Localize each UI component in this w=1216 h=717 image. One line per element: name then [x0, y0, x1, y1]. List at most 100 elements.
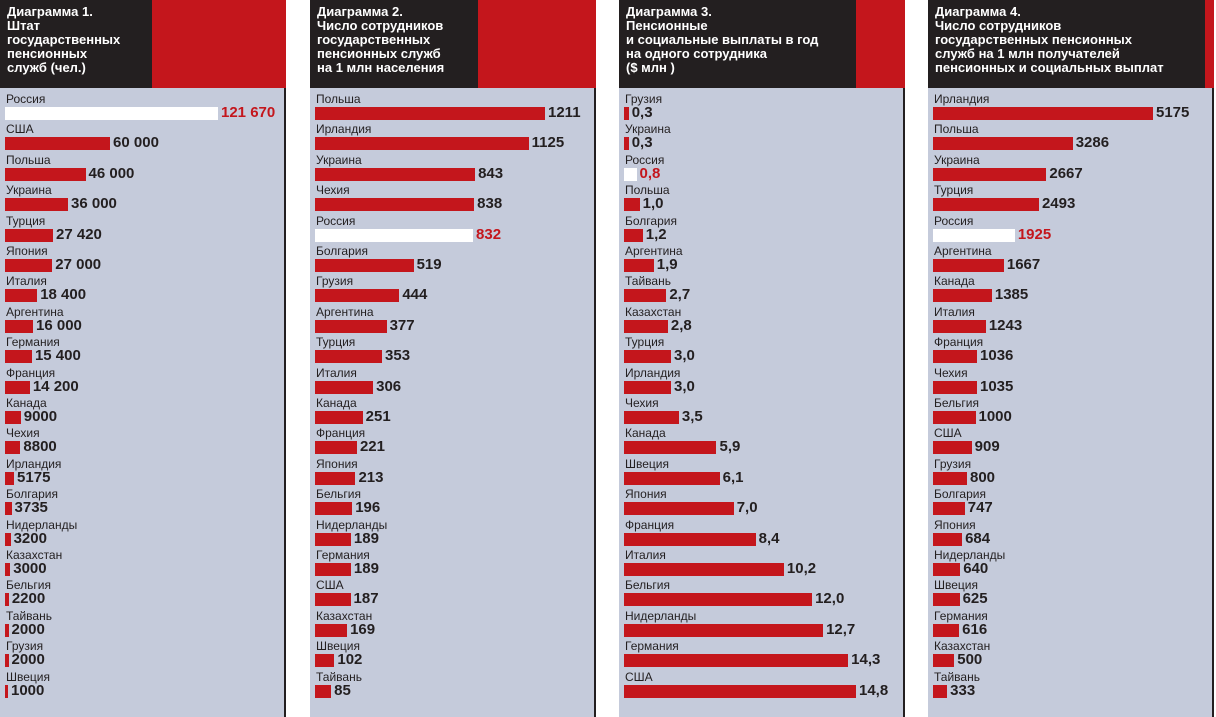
category-label: Канада	[934, 274, 975, 289]
bar-row: Италия 1243	[928, 304, 1212, 334]
bar-row: Грузия 2000	[0, 638, 284, 668]
value-label: 1000	[11, 681, 45, 699]
bar	[5, 137, 111, 151]
category-label: Польша	[6, 152, 51, 167]
bar-row: Турция 353	[310, 334, 594, 364]
value-label: 221	[359, 438, 385, 456]
bar	[315, 289, 400, 303]
bar	[5, 411, 21, 424]
bar-row: Нидерланды 12,7	[619, 608, 903, 638]
category-label: Швеция	[625, 456, 669, 471]
value-label: 251	[365, 408, 391, 425]
value-label: 625	[962, 590, 988, 608]
bar-row: Россия 832	[310, 213, 594, 243]
bar-row: Болгария 3735	[0, 486, 284, 516]
bar-row: Ирландия 5175	[0, 456, 284, 486]
bar	[624, 319, 668, 333]
value-label: 5,9	[719, 438, 741, 456]
bar-row: Япония 27 000	[0, 243, 284, 273]
value-label: 519	[416, 256, 442, 273]
bar-row: Канада 5,9	[619, 425, 903, 455]
bar-row: Франция 221	[310, 425, 594, 455]
chart-2-plot: Польша 1211 Ирландия 1125 Украина 843 Чехия 838…	[310, 88, 596, 717]
bar-row: Украина 0,3	[619, 121, 903, 151]
category-label: Швеция	[316, 639, 360, 654]
value-label: 2000	[11, 651, 45, 669]
category-label: Япония	[6, 244, 48, 258]
value-label: 121 670	[221, 104, 276, 121]
bar	[5, 471, 15, 485]
bar-row: Чехия 3,5	[619, 395, 903, 425]
bar-row: Нидерланды 640	[928, 547, 1212, 577]
bar	[624, 623, 824, 637]
bar	[933, 319, 986, 333]
chart-1-header: Диаграмма 1. Штат государственных пенсио…	[0, 0, 152, 88]
bar	[624, 137, 629, 151]
bar	[5, 502, 12, 516]
value-label: 102	[337, 651, 363, 669]
bar	[624, 471, 720, 485]
value-label: 0,8	[639, 164, 661, 182]
value-label: 2,7	[669, 286, 691, 304]
category-label: Канада	[6, 396, 47, 410]
bar	[624, 654, 849, 668]
category-label: Тайвань	[625, 274, 671, 289]
bar-row: США 60 000	[0, 121, 284, 151]
value-label: 196	[355, 499, 381, 517]
category-label: Франция	[316, 426, 366, 441]
bar	[5, 532, 11, 546]
category-label: Болгария	[6, 487, 58, 502]
category-label: Россия	[625, 152, 665, 167]
bar	[624, 289, 667, 303]
bar-row: США 187	[310, 577, 594, 607]
chart-3-plot: Грузия 0,3 Украина 0,3 Россия 0,8 Польша 1,0 Бол…	[619, 88, 905, 717]
category-label: Япония	[934, 517, 976, 532]
bar-row: Казахстан 2,8	[619, 304, 903, 334]
bar	[315, 380, 374, 394]
bar-row: Аргентина 16 000	[0, 304, 284, 334]
bar	[624, 684, 856, 698]
bar-row: Чехия 8800	[0, 425, 284, 455]
value-label: 353	[385, 347, 411, 365]
bar-row: Франция 1036	[928, 334, 1212, 364]
bar-row: Франция 14 200	[0, 365, 284, 395]
category-label: Чехия	[625, 396, 659, 410]
category-label: Франция	[934, 335, 984, 350]
category-label: Франция	[6, 365, 56, 380]
bar	[315, 137, 529, 151]
bar-row: США 909	[928, 425, 1212, 455]
value-label: 27 000	[55, 256, 102, 273]
bar-row: Россия 1925	[928, 213, 1212, 243]
bar-row: Тайвань 333	[928, 669, 1212, 699]
bar-row: Канада 9000	[0, 395, 284, 425]
chart-panel-2: Диаграмма 2. Число сотрудников государст…	[310, 0, 596, 717]
bar	[5, 289, 38, 303]
bar	[315, 167, 476, 181]
bar-row: Грузия 444	[310, 273, 594, 303]
bar	[5, 563, 11, 576]
value-label: 3735	[14, 499, 48, 517]
category-label: Германия	[6, 335, 60, 350]
bar	[315, 411, 363, 424]
value-label: 1211	[548, 104, 581, 121]
value-label: 9000	[23, 408, 58, 425]
value-label: 838	[477, 195, 503, 213]
value-label: 6,1	[722, 468, 744, 486]
bar-row: Канада 1385	[928, 273, 1212, 303]
category-label: Турция	[625, 335, 665, 350]
value-label: 333	[950, 681, 976, 699]
category-label: Россия	[934, 213, 974, 228]
category-label: Украина	[625, 122, 671, 137]
value-label: 0,3	[631, 104, 653, 121]
category-label: Бельгия	[625, 578, 670, 593]
category-label: Казахстан	[6, 548, 63, 562]
chart-1-header-accent	[152, 0, 286, 88]
bar-row: Ирландия 1125	[310, 121, 594, 151]
value-label: 377	[389, 316, 415, 334]
bar	[315, 623, 348, 637]
value-label: 640	[963, 560, 989, 577]
bar-row: Япония 684	[928, 517, 1212, 547]
category-label: Польша	[625, 183, 670, 198]
chart-panel-1: Диаграмма 1. Штат государственных пенсио…	[0, 0, 286, 717]
value-label: 843	[478, 164, 504, 182]
